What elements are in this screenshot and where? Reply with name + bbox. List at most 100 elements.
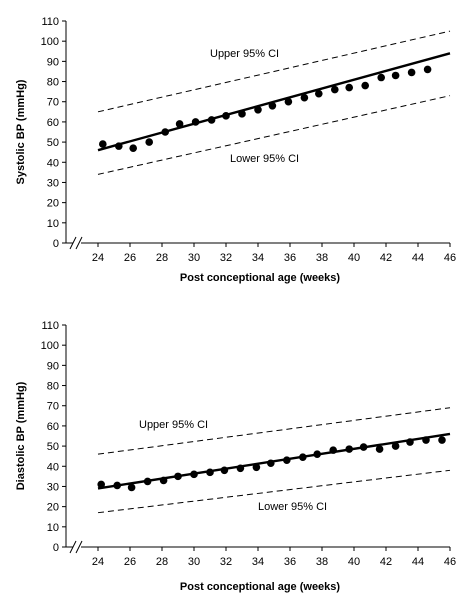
x-axis-label: Post conceptional age (weeks) <box>180 272 340 284</box>
x-tick-label: 28 <box>156 556 168 568</box>
y-axis-label: Diastolic BP (mmHg) <box>15 381 27 490</box>
x-tick-label: 46 <box>444 252 456 264</box>
y-tick-label: 60 <box>47 117 59 129</box>
y-tick-label: 70 <box>47 97 59 109</box>
y-tick-label: 50 <box>47 137 59 149</box>
data-point <box>422 436 430 444</box>
x-tick-label: 24 <box>92 252 104 264</box>
data-point <box>331 85 339 94</box>
data-point <box>438 436 446 444</box>
data-point <box>300 93 309 102</box>
data-point <box>329 446 338 454</box>
data-point <box>145 138 153 146</box>
diastolic-bp-chart: 0 10 20 30 40 50 60 70 80 90 100 110 24 26 28 30 32 34 36 3… <box>15 320 456 593</box>
data-point <box>129 144 137 152</box>
data-point <box>206 468 214 477</box>
data-point <box>267 459 275 468</box>
x-tick-label: 32 <box>220 556 232 568</box>
lower-ci-line <box>97 469 451 514</box>
y-tick-label: 20 <box>47 502 59 514</box>
data-point <box>113 481 121 490</box>
upper-ci-line <box>97 30 451 113</box>
x-tick-label: 38 <box>316 556 328 568</box>
x-tick-label: 36 <box>284 252 296 264</box>
data-point <box>423 65 432 74</box>
axis-break-mark <box>75 540 83 554</box>
x-tick-label: 34 <box>252 556 264 568</box>
y-tick-label: 80 <box>47 77 59 89</box>
data-point <box>190 470 198 479</box>
regression-line <box>97 52 451 152</box>
x-tick-label: 28 <box>156 252 168 264</box>
data-point <box>377 73 386 82</box>
data-point <box>391 442 400 450</box>
x-tick-label: 42 <box>380 556 392 568</box>
data-point <box>315 89 323 98</box>
y-tick-label: 30 <box>47 481 59 493</box>
data-point <box>97 480 105 489</box>
x-tick-label: 38 <box>316 252 328 264</box>
y-tick-label: 90 <box>47 56 59 68</box>
data-point <box>391 71 400 80</box>
x-tick-label: 40 <box>348 252 360 264</box>
y-tick-label: 30 <box>47 177 59 189</box>
data-point <box>254 106 262 114</box>
x-tick-label: 32 <box>220 252 232 264</box>
axis-break-gap <box>73 540 81 554</box>
y-tick-label: 90 <box>47 360 59 372</box>
x-tick-label: 26 <box>124 556 136 568</box>
x-tick-label: 44 <box>412 252 424 264</box>
data-point <box>299 453 307 461</box>
x-tick-label: 30 <box>188 252 200 264</box>
y-tick-label: 70 <box>47 401 59 413</box>
y-tick-label: 40 <box>47 157 59 169</box>
data-point <box>284 97 293 106</box>
y-tick-label: 40 <box>47 461 59 473</box>
data-point <box>361 81 370 90</box>
data-point <box>407 68 416 77</box>
x-tick-label: 46 <box>444 556 456 568</box>
data-point <box>127 483 136 492</box>
lower-ci-label: Lower 95% CI <box>258 501 327 513</box>
x-axis-label: Post conceptional age (weeks) <box>180 581 340 593</box>
y-tick-label: 10 <box>47 522 59 534</box>
x-tick-label: 26 <box>124 252 136 264</box>
y-tick-label: 110 <box>41 16 59 28</box>
y-tick-label: 20 <box>47 198 59 210</box>
axis-break-mark <box>69 236 77 250</box>
data-point <box>191 118 200 126</box>
y-tick-label: 60 <box>47 421 59 433</box>
data-point <box>161 128 169 136</box>
data-point <box>238 110 246 118</box>
data-point <box>174 472 182 481</box>
x-tick-label: 40 <box>348 556 360 568</box>
y-tick-label: 100 <box>41 340 59 352</box>
y-tick-label: 0 <box>53 542 59 554</box>
data-point <box>268 101 277 110</box>
x-tick-label: 36 <box>284 556 296 568</box>
data-point <box>220 466 229 475</box>
x-tick-label: 24 <box>92 556 104 568</box>
data-point <box>345 83 354 92</box>
data-point <box>99 140 107 148</box>
data-point <box>252 463 261 472</box>
systolic-bp-chart: 0 10 20 30 40 50 60 70 80 90 100 110 24 26 28 30 32 34 36 3… <box>15 16 456 284</box>
data-point <box>375 445 384 453</box>
y-tick-label: 110 <box>41 320 59 332</box>
data-point <box>313 450 322 458</box>
data-point <box>175 120 184 128</box>
data-point <box>236 464 245 473</box>
data-point <box>143 477 152 486</box>
y-tick-label: 10 <box>47 218 59 230</box>
upper-ci-label: Upper 95% CI <box>139 419 208 431</box>
data-point <box>283 456 291 465</box>
upper-ci-line <box>97 407 451 455</box>
upper-ci-label: Upper 95% CI <box>210 48 279 60</box>
data-point <box>222 112 230 120</box>
lower-ci-label: Lower 95% CI <box>230 153 299 165</box>
data-point <box>406 438 414 446</box>
data-point <box>207 116 216 124</box>
y-tick-label: 0 <box>53 238 59 250</box>
axis-break-gap <box>73 236 81 250</box>
